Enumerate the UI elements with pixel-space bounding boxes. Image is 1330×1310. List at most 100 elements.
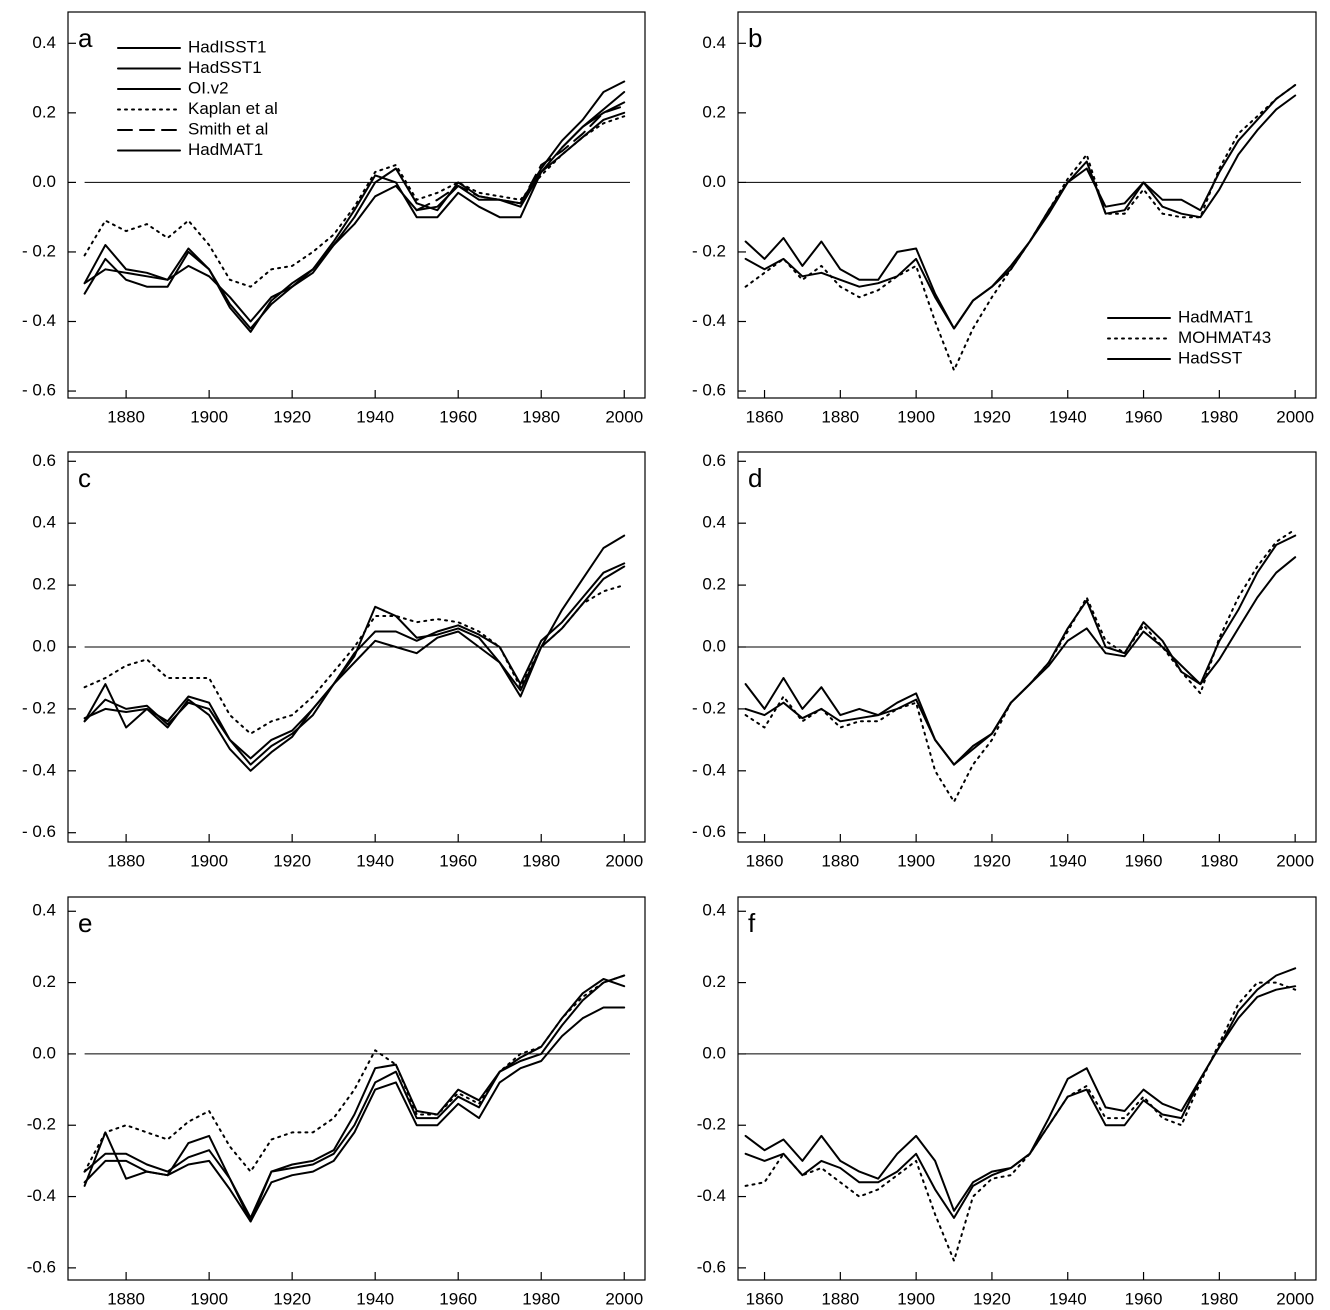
y-tick-label: 0.4	[702, 513, 726, 532]
x-tick-label: 1980	[1200, 851, 1238, 870]
legend-label: HadSST	[1178, 348, 1242, 367]
y-tick-label: 0.0	[702, 172, 726, 191]
series-line	[415, 104, 626, 212]
series-line	[744, 94, 1297, 330]
y-tick-label: - 0.6	[22, 822, 56, 841]
plot-frame	[67, 896, 646, 1281]
y-tick-label: 0.2	[702, 102, 726, 121]
x-tick-label: 2000	[605, 851, 643, 870]
series-line	[744, 967, 1297, 1212]
x-tick-label: 1960	[1125, 407, 1163, 426]
x-tick-label: 1920	[973, 1289, 1011, 1308]
y-tick-label: 0.2	[32, 575, 56, 594]
panel-letter: a	[78, 23, 93, 53]
x-tick-label: 1880	[107, 851, 145, 870]
series-line	[744, 534, 1297, 766]
y-tick-label: - 0.6	[22, 381, 56, 400]
y-tick-label: 0.2	[32, 972, 56, 991]
y-tick-label: 0.4	[702, 33, 726, 52]
y-tick-label: - 0.6	[692, 381, 726, 400]
x-tick-label: 2000	[605, 407, 643, 426]
y-tick-label: 0.4	[32, 901, 56, 920]
y-tick-label: -0.2	[27, 1115, 56, 1134]
x-tick-label: 1980	[522, 851, 560, 870]
x-tick-label: 1960	[439, 1289, 477, 1308]
legend-label: HadMAT1	[1178, 307, 1253, 326]
y-tick-label: - 0.4	[22, 760, 56, 779]
y-tick-label: 0.2	[702, 972, 726, 991]
x-tick-label: 2000	[1276, 1289, 1314, 1308]
panel-letter: e	[78, 908, 92, 938]
series-line	[744, 556, 1297, 766]
series-line	[744, 981, 1297, 1262]
legend-label: HadSST1	[188, 58, 262, 77]
x-tick-label: 1940	[1049, 1289, 1087, 1308]
y-tick-label: -0.6	[697, 1257, 726, 1276]
x-tick-label: 1940	[1049, 851, 1087, 870]
series-line	[83, 115, 626, 288]
x-tick-label: 1900	[190, 1289, 228, 1308]
x-tick-label: 1880	[821, 1289, 859, 1308]
x-tick-label: 2000	[605, 1289, 643, 1308]
y-tick-label: - 0.4	[692, 760, 726, 779]
legend-label: MOHMAT43	[1178, 328, 1271, 347]
x-tick-label: 2000	[1276, 851, 1314, 870]
legend-label: Smith et al	[188, 119, 268, 138]
x-tick-label: 1880	[107, 1289, 145, 1308]
y-tick-label: - 0.4	[22, 311, 56, 330]
y-tick-label: 0.2	[702, 575, 726, 594]
plot-frame	[67, 11, 646, 399]
y-tick-label: -0.6	[27, 1257, 56, 1276]
series-line	[83, 565, 626, 772]
series-line	[744, 84, 1297, 330]
y-tick-label: 0.0	[702, 1043, 726, 1062]
x-tick-label: 1980	[1200, 407, 1238, 426]
series-line	[83, 562, 626, 760]
x-tick-label: 1900	[190, 407, 228, 426]
y-tick-label: - 0.4	[692, 311, 726, 330]
x-tick-label: 1920	[973, 407, 1011, 426]
y-tick-label: 0.4	[32, 513, 56, 532]
legend-label: HadMAT1	[188, 140, 263, 159]
y-tick-label: 0.6	[32, 451, 56, 470]
y-tick-label: - 0.2	[22, 698, 56, 717]
y-tick-label: - 0.2	[692, 241, 726, 260]
x-tick-label: 1880	[821, 407, 859, 426]
x-tick-label: 2000	[1276, 407, 1314, 426]
y-tick-label: 0.0	[32, 1043, 56, 1062]
y-tick-label: -0.4	[697, 1186, 726, 1205]
series-line	[83, 80, 626, 330]
y-tick-label: -0.2	[697, 1115, 726, 1134]
series-line	[744, 528, 1297, 803]
series-line	[83, 584, 626, 735]
x-tick-label: 1980	[522, 407, 560, 426]
x-tick-label: 1960	[1125, 1289, 1163, 1308]
x-tick-label: 1900	[190, 851, 228, 870]
x-tick-label: 1960	[439, 407, 477, 426]
y-tick-label: - 0.2	[692, 698, 726, 717]
y-tick-label: -0.4	[27, 1186, 56, 1205]
x-tick-label: 1940	[356, 1289, 394, 1308]
x-tick-label: 1900	[897, 407, 935, 426]
series-line	[83, 974, 626, 1219]
x-tick-label: 1920	[273, 1289, 311, 1308]
x-tick-label: 1880	[821, 851, 859, 870]
panel-letter: b	[748, 23, 762, 53]
y-tick-label: 0.0	[32, 172, 56, 191]
legend-label: HadISST1	[188, 37, 266, 56]
series-line	[83, 1006, 626, 1223]
x-tick-label: 1860	[746, 407, 784, 426]
series-line	[744, 985, 1297, 1219]
legend-label: Kaplan et al	[188, 99, 278, 118]
y-tick-label: 0.4	[702, 901, 726, 920]
series-line	[83, 91, 626, 333]
panel-letter: c	[78, 463, 91, 493]
x-tick-label: 1900	[897, 1289, 935, 1308]
x-tick-label: 1980	[1200, 1289, 1238, 1308]
x-tick-label: 1900	[897, 851, 935, 870]
x-tick-label: 1980	[522, 1289, 560, 1308]
series-line	[83, 534, 626, 766]
y-tick-label: 0.0	[32, 636, 56, 655]
x-tick-label: 1860	[746, 1289, 784, 1308]
